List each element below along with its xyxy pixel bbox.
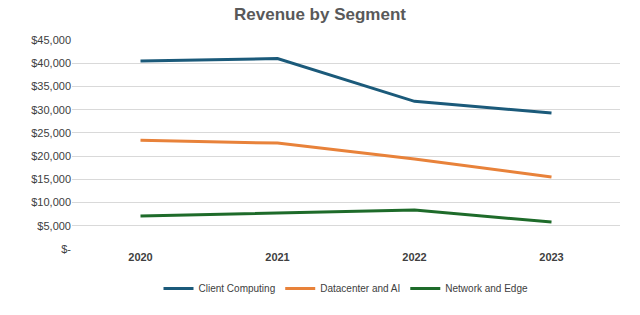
- svg-text:Client Computing: Client Computing: [199, 283, 276, 294]
- svg-text:2020: 2020: [128, 251, 152, 263]
- svg-text:Revenue by Segment: Revenue by Segment: [234, 5, 406, 24]
- svg-text:$40,000: $40,000: [31, 57, 71, 69]
- svg-text:$5,000: $5,000: [37, 220, 71, 232]
- svg-text:$30,000: $30,000: [31, 104, 71, 116]
- svg-text:$20,000: $20,000: [31, 150, 71, 162]
- svg-text:Datacenter and AI: Datacenter and AI: [320, 283, 400, 294]
- svg-text:Network and Edge: Network and Edge: [445, 283, 528, 294]
- svg-text:$25,000: $25,000: [31, 127, 71, 139]
- svg-text:$15,000: $15,000: [31, 173, 71, 185]
- svg-text:2023: 2023: [539, 251, 563, 263]
- svg-text:$45,000: $45,000: [31, 34, 71, 46]
- svg-text:$-: $-: [61, 243, 71, 255]
- svg-text:2022: 2022: [402, 251, 426, 263]
- svg-text:$10,000: $10,000: [31, 196, 71, 208]
- svg-text:$35,000: $35,000: [31, 80, 71, 92]
- svg-text:2021: 2021: [265, 251, 289, 263]
